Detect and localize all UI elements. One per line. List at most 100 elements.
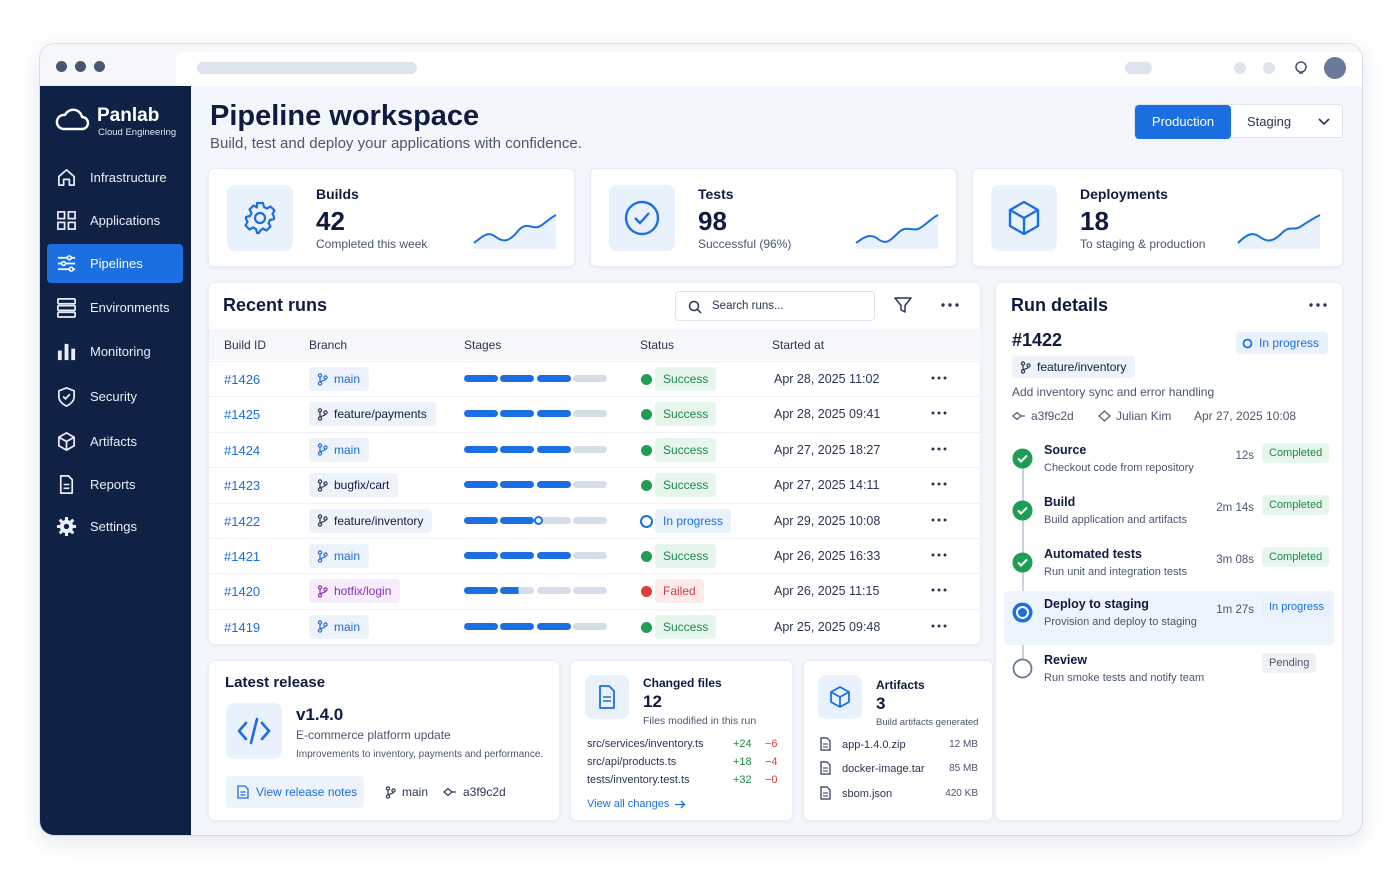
step-status-badge: Completed bbox=[1262, 443, 1330, 463]
sidebar-item-infrastructure[interactable]: Infrastructure bbox=[47, 158, 183, 197]
more-icon[interactable] bbox=[1309, 303, 1327, 307]
pipeline-step[interactable]: Deploy to staging Provision and deploy to… bbox=[1004, 591, 1334, 645]
latest-release-card: Latest release v1.4.0 E-commerce platfor… bbox=[208, 660, 560, 821]
more-icon[interactable] bbox=[931, 582, 947, 598]
table-row[interactable]: #1419 main Success Apr 25, 2025 09:48 bbox=[209, 608, 981, 644]
branch-name: bugfix/cart bbox=[334, 478, 390, 493]
sidebar-item-label: Applications bbox=[90, 213, 161, 228]
check-circle-icon bbox=[1012, 448, 1033, 469]
build-id-link[interactable]: #1424 bbox=[224, 442, 261, 458]
artifact-row[interactable]: app-1.4.0.zip 12 MB bbox=[820, 737, 978, 755]
address-bar[interactable] bbox=[197, 62, 417, 74]
more-icon[interactable] bbox=[931, 370, 947, 386]
window-dot-minimize[interactable] bbox=[75, 61, 86, 72]
branch-chip[interactable]: main bbox=[309, 614, 370, 639]
build-id-link[interactable]: #1422 bbox=[224, 513, 261, 529]
toolbar-dot[interactable] bbox=[1263, 62, 1275, 74]
pipeline-step[interactable]: Review Run smoke tests and notify team Pen… bbox=[1004, 647, 1334, 699]
sidebar-item-label: Environments bbox=[90, 300, 170, 315]
table-row[interactable]: #1421 main Success Apr 26, 2025 16:33 bbox=[209, 538, 981, 573]
branch-chip[interactable]: hotfix/login bbox=[309, 579, 401, 604]
sidebar-item-reports[interactable]: Reports bbox=[47, 465, 183, 504]
more-icon[interactable] bbox=[931, 512, 947, 528]
stages-progress bbox=[464, 410, 609, 418]
artifact-size: 420 KB bbox=[945, 788, 978, 799]
chevron-down-icon[interactable] bbox=[1318, 118, 1330, 126]
more-icon[interactable] bbox=[941, 303, 959, 307]
pipeline-step[interactable]: Build Build application and artifacts 2m 1… bbox=[1004, 489, 1334, 541]
table-row[interactable]: #1423 bugfix/cart Success Apr 27, 2025 14:1… bbox=[209, 467, 981, 502]
table-row[interactable]: #1426 main Success Apr 28, 2025 11:02 bbox=[209, 361, 981, 396]
branch-chip[interactable]: feature/inventory bbox=[309, 508, 433, 533]
env-staging-button[interactable]: Staging bbox=[1247, 114, 1292, 129]
build-id-link[interactable]: #1426 bbox=[224, 372, 261, 387]
notification-icon[interactable] bbox=[1293, 60, 1309, 76]
branch-chip[interactable]: main bbox=[309, 437, 370, 462]
branch-chip[interactable]: feature/payments bbox=[309, 402, 436, 427]
status-badge: Success bbox=[655, 473, 717, 498]
build-id-link[interactable]: #1421 bbox=[224, 549, 261, 564]
build-id-link[interactable]: #1425 bbox=[224, 407, 261, 423]
status-badge: Success bbox=[655, 367, 717, 391]
build-id-link[interactable]: #1423 bbox=[224, 478, 261, 494]
view-all-changes-link[interactable]: View all changes bbox=[587, 798, 686, 810]
toolbar-dot[interactable] bbox=[1234, 62, 1246, 74]
run-branch-chip[interactable]: feature/inventory bbox=[1012, 356, 1136, 378]
step-name: Deploy to staging bbox=[1044, 597, 1149, 611]
stage-segment bbox=[500, 445, 534, 453]
gear-icon bbox=[56, 516, 77, 537]
changed-file-row[interactable]: src/api/products.ts +18 −4 bbox=[587, 756, 779, 768]
more-icon[interactable] bbox=[931, 441, 947, 457]
build-id-link[interactable]: #1420 bbox=[224, 584, 261, 600]
toolbar-pill[interactable] bbox=[1125, 62, 1152, 74]
pipeline-step[interactable]: Source Checkout code from repository 12s Co… bbox=[1004, 437, 1334, 489]
started-at: Apr 27, 2025 18:27 bbox=[774, 442, 881, 457]
table-row[interactable]: #1422 feature/inventory In progress Apr 29,… bbox=[209, 502, 981, 538]
server-icon bbox=[57, 298, 76, 318]
stage-segment bbox=[500, 622, 534, 630]
sidebar-item-security[interactable]: Security bbox=[47, 377, 183, 416]
stat-title: Deployments bbox=[1080, 186, 1168, 202]
stage-segment bbox=[464, 445, 498, 453]
more-icon[interactable] bbox=[931, 618, 947, 634]
more-icon[interactable] bbox=[931, 405, 947, 421]
sidebar-item-pipelines[interactable]: Pipelines bbox=[47, 244, 183, 283]
build-id-link[interactable]: #1419 bbox=[224, 619, 261, 635]
env-production-button[interactable]: Production bbox=[1135, 105, 1231, 139]
table-row[interactable]: #1420 hotfix/login Failed Apr 26, 2025 11:1… bbox=[209, 573, 981, 608]
filter-icon[interactable] bbox=[894, 297, 912, 314]
branch-chip[interactable]: main bbox=[309, 544, 370, 568]
window-dot-close[interactable] bbox=[56, 61, 67, 72]
changed-file-row[interactable]: tests/inventory.test.ts +32 −0 bbox=[587, 774, 779, 786]
avatar[interactable] bbox=[1324, 57, 1346, 79]
brand-name: Panlab bbox=[97, 105, 160, 126]
view-release-notes-button[interactable]: View release notes bbox=[226, 776, 364, 808]
sidebar-item-artifacts[interactable]: Artifacts bbox=[47, 422, 183, 461]
artifacts-description: Build artifacts generated bbox=[876, 717, 979, 728]
branch-chip[interactable]: main bbox=[309, 367, 370, 391]
stat-card-tests: Tests 98 Successful (96%) bbox=[590, 168, 957, 267]
window-dot-maximize[interactable] bbox=[94, 61, 105, 72]
changed-file-row[interactable]: src/services/inventory.ts +24 −6 bbox=[587, 738, 779, 750]
table-row[interactable]: #1424 main Success Apr 27, 2025 18:27 bbox=[209, 431, 981, 467]
search-input[interactable]: Search runs... bbox=[675, 291, 875, 321]
more-icon[interactable] bbox=[931, 547, 947, 563]
pipeline-step[interactable]: Automated tests Run unit and integration … bbox=[1004, 541, 1334, 593]
sidebar-item-settings[interactable]: Settings bbox=[47, 507, 183, 546]
sidebar-item-environments[interactable]: Environments bbox=[47, 288, 183, 327]
column-header: Status bbox=[640, 338, 675, 352]
sidebar-item-applications[interactable]: Applications bbox=[47, 201, 183, 240]
artifact-row[interactable]: sbom.json 420 KB bbox=[820, 786, 978, 804]
artifact-row[interactable]: docker-image.tar 85 MB bbox=[820, 761, 978, 779]
release-title: Latest release bbox=[225, 674, 326, 691]
file-path: src/services/inventory.ts bbox=[587, 738, 704, 750]
step-description: Build application and artifacts bbox=[1044, 514, 1188, 526]
sidebar-item-label: Pipelines bbox=[90, 256, 143, 271]
table-row[interactable]: #1425 feature/payments Success Apr 28, 2025… bbox=[209, 396, 981, 431]
branch-chip[interactable]: bugfix/cart bbox=[309, 473, 399, 498]
file-path: src/api/products.ts bbox=[587, 756, 677, 768]
stage-segment bbox=[500, 410, 534, 418]
more-icon[interactable] bbox=[931, 476, 947, 492]
bar-chart-icon bbox=[57, 343, 76, 361]
sidebar-item-monitoring[interactable]: Monitoring bbox=[47, 332, 183, 371]
